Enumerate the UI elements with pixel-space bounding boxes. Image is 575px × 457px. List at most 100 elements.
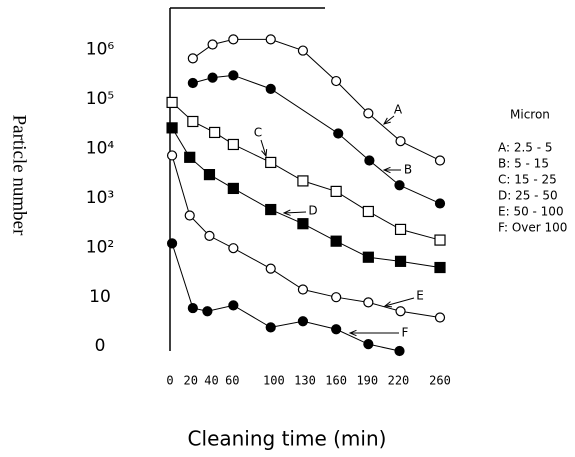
marker [394,345,405,357]
marker [265,322,276,333]
legend-entry: F: Over 100 [498,221,567,235]
series-label: F [402,326,409,340]
legend-title: Micron [510,108,550,122]
y-tick-label: 10² [86,237,114,257]
series-label: E [416,289,424,303]
legend-entry: B: 5 - 15 [498,157,549,171]
marker [166,96,178,109]
y-tick-label: 10 [89,287,111,307]
x-axis-label: Cleaning time (min) [188,427,387,451]
marker [166,122,178,134]
marker [166,150,178,161]
series-line [171,102,441,241]
marker [265,83,276,94]
marker [265,34,276,45]
marker [363,339,374,350]
marker [394,255,407,267]
x-tick-label: 40 [204,374,218,388]
marker [331,292,342,303]
marker [297,175,309,187]
y-tick-label: 10⁶ [86,39,115,59]
marker [363,297,374,308]
marker [265,156,277,169]
marker [394,180,405,191]
legend-entry: D: 25 - 50 [498,189,558,203]
series-line [171,155,441,319]
series-label: A [394,103,403,117]
marker [297,45,309,56]
marker [166,238,178,249]
marker [265,263,276,274]
series-arrow [260,139,267,157]
marker [265,203,277,216]
legend-entry: E: 50 - 100 [498,205,564,219]
marker [363,108,374,119]
marker [434,198,446,209]
arrow-head [282,209,291,216]
x-tick-label: 20 [184,374,198,388]
series-arrow [384,297,415,307]
marker [394,223,407,236]
marker [297,284,309,295]
marker [184,151,196,163]
x-tick-label: 160 [325,374,347,388]
x-tick-label: 190 [356,374,378,388]
marker [330,235,342,247]
y-tick-label: 10³ [86,188,114,208]
marker [331,324,342,335]
marker [362,205,374,218]
marker [209,126,221,139]
marker [187,53,198,64]
arrow-head [382,117,391,125]
y-axis-label: Particle number [9,115,30,236]
arrow-head [382,166,391,174]
legend-entry: A: 2.5 - 5 [498,141,553,155]
marker [330,185,342,197]
marker [362,251,374,263]
series-label: C [254,126,262,140]
marker [395,136,406,147]
arrow-head [348,329,357,337]
marker [187,302,198,314]
marker [227,138,239,151]
marker [297,218,309,230]
marker [227,182,239,195]
marker [434,312,446,323]
marker [333,128,344,139]
marker [228,243,239,254]
marker [207,72,218,83]
marker [187,115,199,128]
series-label: D [308,204,317,218]
marker [364,155,375,166]
x-tick-label: 60 [225,374,239,388]
y-tick-label: 10⁵ [86,89,114,109]
marker [203,169,216,181]
arrow-head [261,148,268,158]
x-tick-label: 130 [294,374,316,388]
series-label: B [404,163,412,177]
marker [434,234,446,246]
marker [434,261,446,274]
marker [228,300,239,311]
marker [184,210,195,221]
y-tick-label: 0 [95,336,106,356]
marker [228,70,239,81]
x-tick-label: 220 [388,374,410,388]
marker [228,34,239,45]
marker [434,155,446,166]
marker [395,306,406,317]
series-line [171,127,441,269]
arrow-head [383,301,393,308]
series-arrow [383,115,395,125]
marker [204,230,215,242]
marker [331,75,342,87]
x-tick-label: 260 [429,374,451,388]
y-tick-label: 10⁴ [86,138,115,158]
x-tick-label: 0 [166,374,173,388]
marker [297,316,309,327]
legend-entry: C: 15 - 25 [498,173,557,187]
marker [207,39,218,50]
marker [187,77,198,89]
x-tick-label: 100 [263,374,285,388]
